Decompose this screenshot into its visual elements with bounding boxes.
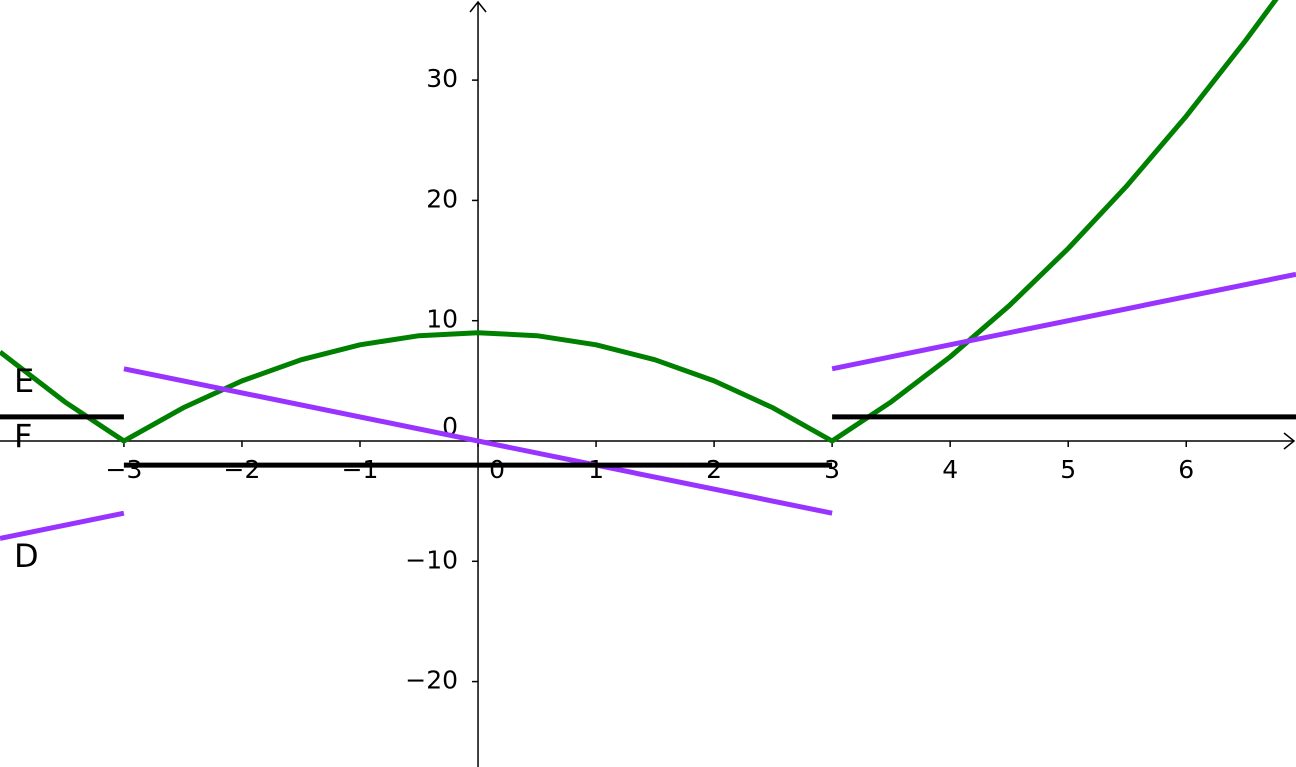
function-curve: [0, 414, 1296, 468]
x-tick-label: 6: [1178, 455, 1194, 484]
y-tick-label: 10: [426, 305, 458, 334]
y-axis-arrow: [469, 0, 487, 13]
x-tick-label: 0: [489, 455, 505, 484]
x-tick-label: 2: [706, 455, 722, 484]
function-curve: [0, 271, 1296, 541]
y-tick-label: 30: [426, 64, 458, 93]
x-tick-label: −1: [342, 455, 379, 484]
x-tick-label: −2: [224, 455, 261, 484]
y-tick-label: −20: [405, 666, 458, 695]
x-tick-label: 1: [588, 455, 604, 484]
function-curve: [0, 0, 1279, 444]
plot-area: [0, 0, 1296, 541]
x-tick-label: 4: [942, 455, 958, 484]
y-tick-label: −10: [405, 545, 458, 574]
series-label: F: [14, 417, 32, 455]
x-tick-label: −3: [106, 455, 143, 484]
series-label: D: [14, 537, 39, 575]
series-label: E: [14, 362, 34, 400]
x-tick-label: 5: [1060, 455, 1076, 484]
y-tick-label: 20: [426, 184, 458, 213]
x-axis-arrow: [1283, 432, 1296, 450]
x-tick-label: 3: [824, 455, 840, 484]
